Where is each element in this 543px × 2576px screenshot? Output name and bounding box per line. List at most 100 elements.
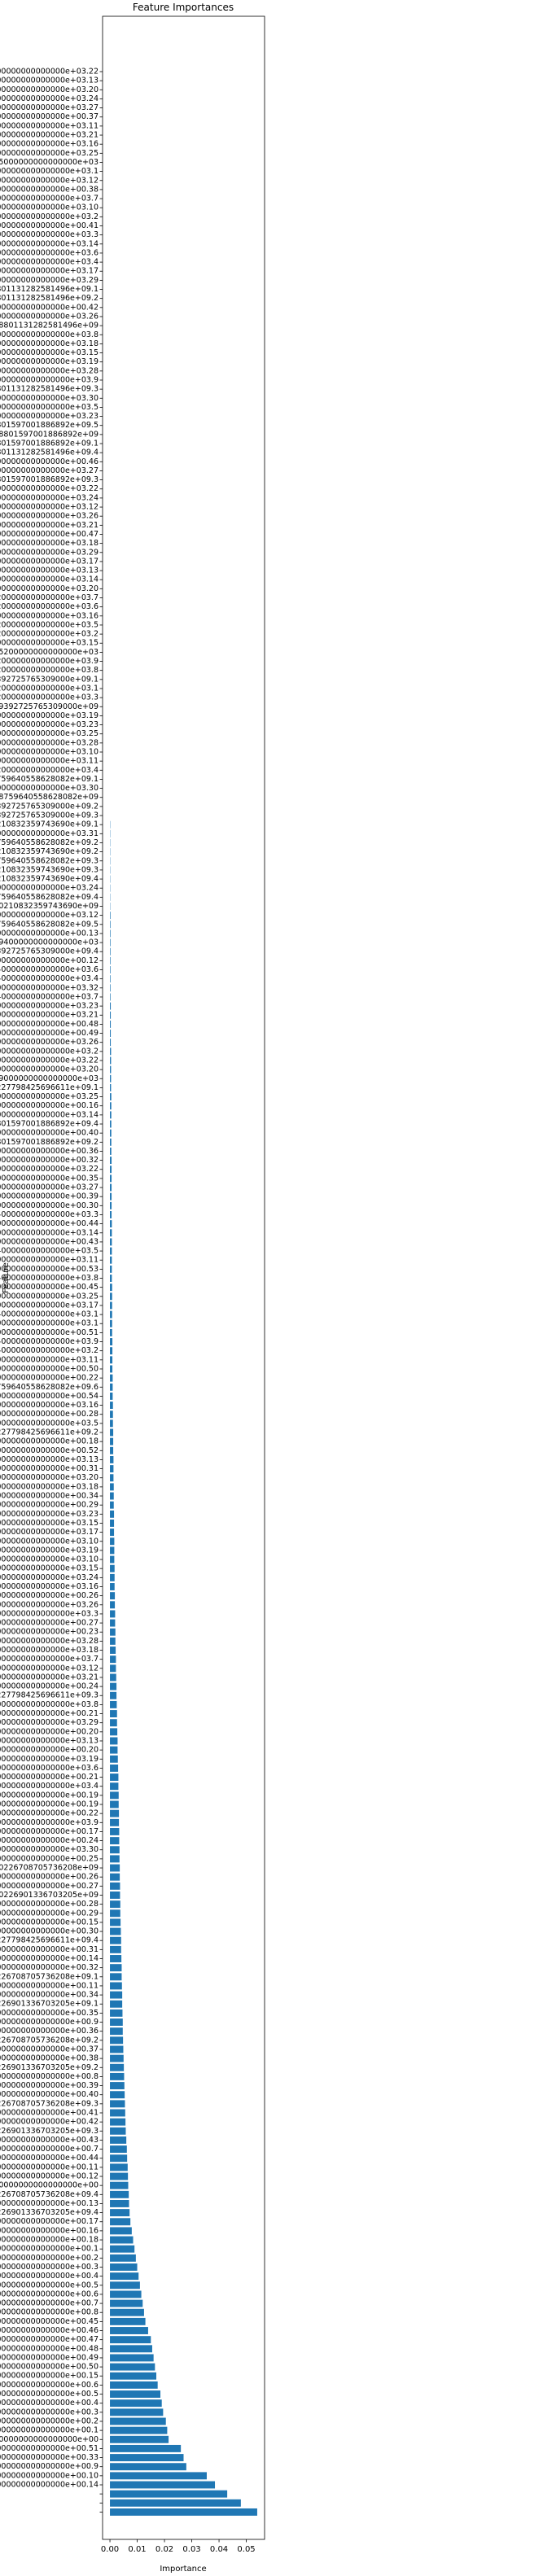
y-tick-label: 1.00000000000000000e+00.46	[0, 2326, 99, 2335]
bar	[110, 1682, 117, 1690]
bar	[110, 1465, 114, 1473]
bar	[110, 1111, 112, 1119]
y-tick-label: 0.00000000000000000e+00.51	[0, 1328, 99, 1337]
bar	[110, 1157, 112, 1165]
bar	[110, 2327, 148, 2334]
bar	[110, 2036, 124, 2045]
y-tick-label: 1.49392725765309000e+09.1	[0, 675, 99, 684]
bar	[110, 1383, 113, 1391]
y-tick-label: 1.29400000000000000e+03.28	[0, 1637, 99, 1646]
bar	[110, 2399, 162, 2408]
y-tick-label: 1.29400000000000000e+03.27	[0, 1183, 99, 1192]
y-tick-label: 0.00000000000000000e+00.19	[0, 1800, 99, 1809]
y-tick-label: 1.45000000000000000e+03.2	[0, 212, 99, 221]
bar	[110, 1020, 112, 1028]
y-tick-label: 0.00000000000000000e+00.18	[0, 1437, 99, 1446]
bar	[110, 938, 111, 947]
y-tick-label: 0.00000000000000000e+00.32	[0, 1156, 99, 1165]
bar	[110, 1755, 118, 1763]
y-tick-label: 0.00000000000000000e+00.35	[0, 1174, 99, 1183]
bar	[110, 1737, 118, 1745]
y-tick-label: 1.00000000000000000e+00.43	[0, 2136, 99, 2145]
bar	[110, 1909, 120, 1918]
bar	[110, 2163, 128, 2171]
y-tick-label: 1.45000000000000000e+03.9	[0, 375, 99, 384]
y-tick-label: 1.00000000000000000e+00.21	[0, 1773, 99, 1782]
y-tick-label: 1.45000000000000000e+03.28	[0, 366, 99, 375]
y-tick-label: 1.45200000000000000e+03.25	[0, 729, 99, 738]
bar	[110, 2390, 161, 2398]
bar	[110, 1292, 112, 1301]
bar	[110, 1483, 114, 1491]
y-tick-label: 0.00000000000000000e+00.27	[0, 1619, 99, 1628]
y-tick-label: 1.45000000000000000e+03.16	[0, 140, 99, 149]
bar	[110, 1501, 114, 1509]
bar	[110, 1610, 116, 1618]
bar	[110, 1655, 116, 1664]
y-tick-label: 1.45000000000000000e+03.14	[0, 239, 99, 248]
bar	[110, 1991, 123, 1999]
y-tick-label: 1.45200000000000000e+03.8	[0, 666, 99, 675]
y-tick-label: 1.00000000000000000e+00.8	[0, 2308, 99, 2317]
bar	[110, 2145, 127, 2154]
y-tick-label: 1.45200000000000000e+03.17	[0, 557, 99, 566]
y-tick-label: 1.45000000000000000e+03.6	[0, 248, 99, 257]
y-tick-label: 0.00000000000000000e+00.29	[0, 1501, 99, 1510]
y-tick-label: 1.45000000000000000e+03.22	[0, 68, 99, 77]
bar	[110, 1446, 114, 1454]
bar	[110, 1555, 115, 1564]
y-tick-label: 0.00000000000000000e+00.1	[0, 2426, 99, 2435]
y-tick-label: 1.45200000000000000e+03.10	[0, 747, 99, 756]
bar	[110, 966, 111, 973]
bar	[110, 1419, 113, 1428]
y-tick-label: 0.00000000000000000e+00.14	[0, 1954, 99, 1963]
bar	[110, 984, 111, 992]
y-tick-label: 0.00000000000000000e+00.38	[0, 185, 99, 194]
y-tick-label: 1.29400000000000000e+03.12	[0, 911, 99, 920]
y-tick-label: 1.45200000000000000e+03.21	[0, 521, 99, 530]
bar	[110, 2045, 124, 2053]
y-tick-label: 1.00000000000000000e+00.28	[0, 1900, 99, 1909]
x-tick-label: 0.04	[210, 2545, 228, 2554]
bar	[110, 2199, 129, 2207]
y-tick-label: 0.00000000000000000e+00.28	[0, 1410, 99, 1419]
y-tick-label: 1.45200000000000000e+03.22	[0, 484, 99, 493]
y-tick-label: 1.45000000000000000e+03.8	[0, 330, 99, 339]
bar	[110, 2281, 140, 2290]
bar	[110, 993, 111, 1001]
y-tick-label: 0.00000000000000000e+00.16	[0, 1101, 99, 1110]
y-tick-label: 1.45200000000000000e+03.26	[0, 512, 99, 521]
y-tick-label: 1.49392725765309000e+09.3	[0, 811, 99, 820]
y-tick-label: 1.00000000000000000e+00.24	[0, 1836, 99, 1845]
y-tick-label: 1.00000000000000000e+00.47	[0, 2335, 99, 2344]
y-tick-label: 1.45000000000000000e+03.30	[0, 394, 99, 403]
bar	[110, 2463, 186, 2471]
bar	[110, 1229, 112, 1237]
y-tick-label: 1.45000000000000000e+03.15	[0, 348, 99, 357]
bar	[110, 1192, 112, 1201]
y-tick-label: 1.45200000000000000e+03.1	[0, 684, 99, 693]
y-tick-label: 1.45000000000000000e+03.13	[0, 77, 99, 85]
bar	[110, 2372, 156, 2380]
bar	[110, 1247, 112, 1255]
bar	[110, 2317, 146, 2325]
y-tick-label: 1.29400000000000000e+03.18	[0, 1482, 99, 1491]
y-tick-label: 1.48801597001886892e+09	[0, 430, 99, 439]
bar	[110, 2444, 182, 2452]
y-tick-label: 1.00000000000000000e+00.44	[0, 2154, 99, 2163]
y-tick-label: 1.00000000000000000e+00.29	[0, 1909, 99, 1918]
bar	[110, 1691, 117, 1699]
bar	[110, 2417, 166, 2425]
bar	[110, 2345, 152, 2353]
